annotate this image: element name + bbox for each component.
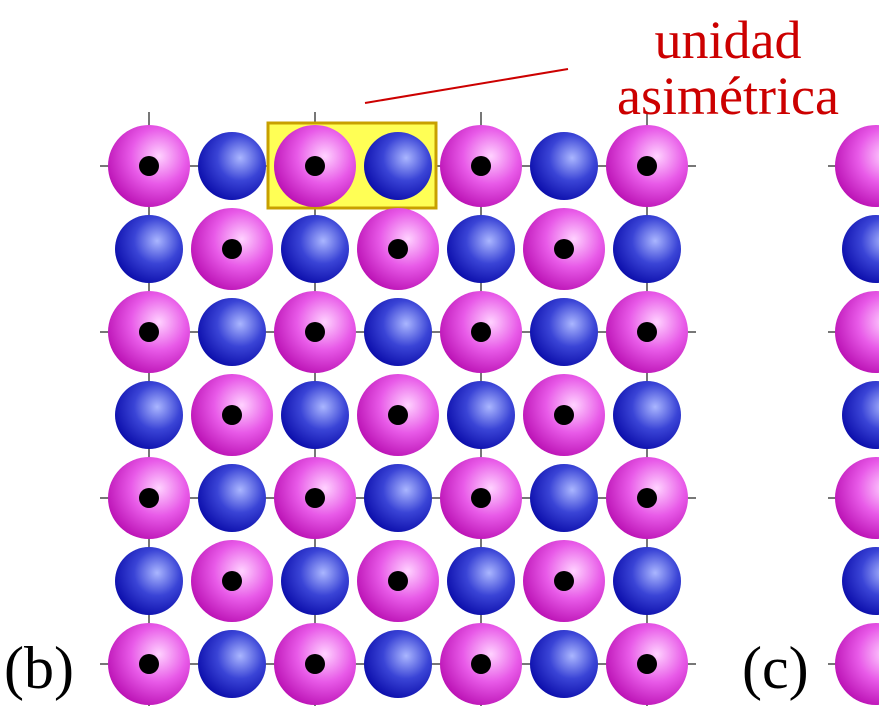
lattice-site-dot [222, 239, 242, 259]
blue-atom [198, 464, 266, 532]
blue-atom [842, 547, 879, 615]
atom-lattice [108, 125, 688, 705]
lattice-site-dot [471, 654, 491, 674]
blue-atom [115, 547, 183, 615]
lattice-site-dot [139, 322, 159, 342]
lattice-site-dot [554, 239, 574, 259]
lattice-site-dot [305, 156, 325, 176]
blue-atom [364, 630, 432, 698]
panel-c-label: (c) [742, 635, 809, 701]
blue-atom [115, 215, 183, 283]
blue-atom [198, 298, 266, 366]
blue-atom [364, 132, 432, 200]
lattice-site-dot [637, 488, 657, 508]
blue-atom [198, 132, 266, 200]
lattice-site-dot [471, 488, 491, 508]
pink-atom [835, 291, 879, 373]
lattice-site-dot [554, 405, 574, 425]
blue-atom [364, 298, 432, 366]
annotation-leader-line [364, 68, 569, 104]
blue-atom [530, 132, 598, 200]
lattice-site-dot [139, 488, 159, 508]
panel-c [828, 125, 879, 705]
lattice-site-dot [471, 156, 491, 176]
blue-atom [530, 464, 598, 532]
pink-atom [835, 125, 879, 207]
lattice-site-dot [139, 156, 159, 176]
blue-atom [198, 630, 266, 698]
lattice-site-dot [222, 405, 242, 425]
lattice-site-dot [388, 571, 408, 591]
blue-atom [613, 381, 681, 449]
lattice-site-dot [471, 322, 491, 342]
lattice-site-dot [388, 405, 408, 425]
lattice-site-dot [222, 571, 242, 591]
blue-atom [530, 630, 598, 698]
lattice-site-dot [388, 239, 408, 259]
blue-atom [613, 215, 681, 283]
blue-atom [281, 547, 349, 615]
blue-atom [447, 381, 515, 449]
atom-column-partial [835, 125, 879, 705]
pink-atom [835, 457, 879, 539]
lattice-site-dot [554, 571, 574, 591]
panel-b-label: (b) [4, 635, 74, 701]
pink-atom [835, 623, 879, 705]
lattice-site-dot [305, 488, 325, 508]
blue-atom [613, 547, 681, 615]
lattice-site-dot [637, 156, 657, 176]
lattice-site-dot [637, 654, 657, 674]
blue-atom [115, 381, 183, 449]
blue-atom [530, 298, 598, 366]
blue-atom [842, 215, 879, 283]
lattice-site-dot [305, 322, 325, 342]
lattice-site-dot [305, 654, 325, 674]
lattice-site-dot [637, 322, 657, 342]
blue-atom [281, 215, 349, 283]
annotation-line-1: unidad [655, 10, 802, 70]
blue-atom [281, 381, 349, 449]
blue-atom [447, 547, 515, 615]
panel-b [100, 112, 696, 706]
blue-atom [447, 215, 515, 283]
annotation-line-2: asimétrica [617, 66, 839, 126]
blue-atom [842, 381, 879, 449]
blue-atom [364, 464, 432, 532]
lattice-site-dot [139, 654, 159, 674]
